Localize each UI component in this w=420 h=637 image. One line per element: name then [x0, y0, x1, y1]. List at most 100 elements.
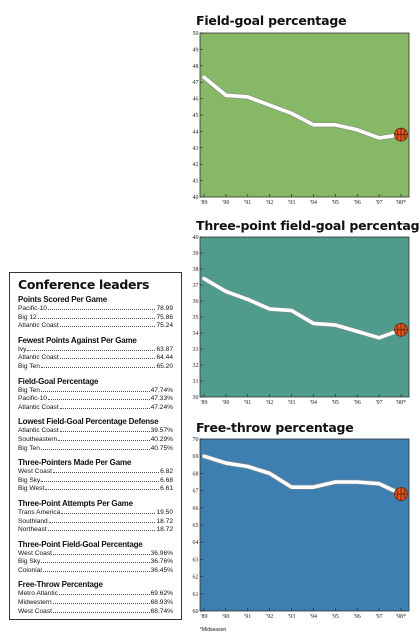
y-tick-label: 33 [193, 347, 199, 353]
leader-category-title: Three-Point Attempts Per Game [18, 498, 133, 508]
leader-category: Lowest Field-Goal Percentage Defense Atla… [18, 417, 173, 453]
leader-value: 18.72 [156, 517, 173, 525]
conference-leaders-box: Conference leaders Points Scored Per Gam… [9, 272, 182, 620]
x-tick-label: '91 [244, 400, 251, 406]
y-tick-label: 39 [193, 251, 199, 257]
leader-category: Three-Pointers Made Per Game West Coast 6.… [18, 458, 173, 494]
leader-value: 78.99 [156, 305, 173, 312]
y-tick-label: 65 [193, 523, 199, 529]
x-tick-label: '95 [332, 400, 339, 406]
leader-category: Three-Point Attempts Per Game Trans Ameri… [18, 499, 173, 535]
leader-dot-leader [58, 439, 150, 441]
leader-dot-leader [61, 512, 156, 514]
leader-value: 63.87 [156, 345, 173, 353]
x-tick-label: '95 [332, 200, 339, 206]
leader-conference-name: Midwestern [18, 599, 52, 607]
leader-value: 40.75% [150, 444, 173, 452]
y-tick-label: 38 [193, 267, 199, 273]
chart-title-three-point: Three-point field-goal percentage [196, 218, 420, 233]
basketball-seams [394, 323, 408, 337]
basketball-seams [394, 128, 408, 142]
leader-row: Big Ten 47.74% [18, 387, 173, 396]
basketball-seams [394, 487, 408, 501]
leader-value: 39.57% [150, 427, 173, 435]
y-tick-label: 60 [193, 609, 199, 615]
leader-value: 47.24% [150, 403, 173, 411]
leader-dot-leader [41, 561, 150, 564]
x-tick-label: '90 [222, 614, 229, 620]
x-tick-label: '91 [244, 614, 251, 620]
series-line [202, 454, 403, 496]
leader-value: 75.24 [156, 322, 173, 330]
leader-row: West Coast 6.82 [18, 468, 173, 477]
x-tick-label: '92 [266, 400, 273, 406]
leader-category-title: Three-Pointers Made Per Game [18, 458, 132, 468]
y-tick-label: 45 [193, 113, 199, 119]
leader-category: Fewest Points Against Per Game Ivy 63.87 At… [18, 336, 173, 372]
y-tick-label: 64 [193, 540, 199, 546]
leader-category-title: Three-Point Field-Goal Percentage [18, 539, 143, 549]
leader-dot-leader [59, 357, 156, 360]
leader-conference-name: Big Ten [18, 444, 40, 452]
leader-row: Southland 18.72 [18, 518, 173, 527]
leader-value: 64.44 [156, 354, 173, 362]
leader-value: 36.96% [150, 549, 173, 557]
leader-conference-name: Big Sky [18, 476, 41, 484]
leader-value: 36.45% [150, 566, 173, 574]
x-tick-label: '95 [332, 614, 339, 620]
x-tick-label: '94 [310, 614, 317, 620]
y-tick-label: 44 [193, 129, 199, 135]
x-tick-label: '90 [222, 200, 229, 206]
leader-row: Atlantic Coast 47.24% [18, 404, 173, 413]
leader-row: West Coast 36.96% [18, 550, 173, 559]
leader-value: 47.33% [150, 395, 173, 403]
leader-category: Points Scored Per Game Pacific-10 78.99 Big… [18, 295, 173, 331]
x-tick-label: '94 [310, 200, 317, 206]
y-tick-label: 32 [193, 363, 199, 369]
leader-row: Big Ten 65.20 [18, 363, 173, 372]
leader-dot-leader [41, 480, 160, 482]
leader-dot-leader [40, 390, 150, 392]
leader-row: Midwestern 68.93% [18, 599, 173, 608]
leader-row: Big 12 75.86 [18, 314, 173, 323]
leader-conference-name: Southeastern [18, 435, 58, 443]
leader-dot-leader [47, 529, 156, 532]
conference-leaders-title: Conference leaders [18, 277, 150, 292]
leader-conference-name: Big 12 [18, 313, 37, 321]
leader-conference-name: Big Ten [18, 362, 40, 370]
leader-conference-name: Pacific-10 [18, 305, 47, 312]
leader-dot-leader [27, 349, 156, 351]
y-tick-label: 30 [193, 395, 199, 401]
leader-value: 68.74% [150, 607, 173, 615]
leader-row: Metro Atlantic 69.62% [18, 590, 173, 599]
leader-conference-name: West Coast [18, 468, 52, 476]
leader-row: Pacific-10 47.33% [18, 395, 173, 404]
y-tick-label: 47 [193, 80, 199, 86]
leader-dot-leader [45, 488, 160, 491]
series-line [202, 75, 403, 140]
leader-conference-name: Pacific-10 [18, 395, 47, 403]
field-goal-chart: 40 41 42 43 44 45 46 47 48 49 50 '89 '90 '91 '92 '93 '94… [193, 31, 410, 206]
leader-dot-leader [40, 448, 150, 450]
leader-conference-name: Big Ten [18, 386, 40, 394]
x-tick-label: '89 [200, 614, 207, 620]
leader-dot-leader [52, 611, 150, 613]
plot-area [199, 32, 410, 198]
leader-category-title: Free-Throw Percentage [18, 580, 103, 590]
leader-value: 6.68 [160, 476, 173, 484]
leader-row: Ivy 63.87 [18, 346, 173, 355]
x-tick-label: '98* [396, 200, 406, 206]
leader-conference-name: Big West [18, 485, 45, 493]
x-tick-label: '98* [396, 614, 406, 620]
y-tick-label: 62 [193, 575, 199, 581]
leader-conference-name: Atlantic Coast [18, 403, 59, 411]
y-tick-label: 67 [193, 489, 199, 495]
basketball-icon [394, 487, 408, 501]
leader-conference-name: Ivy [18, 345, 27, 353]
y-tick-label: 63 [193, 557, 199, 563]
footnote: *Midseason [200, 627, 227, 633]
basketball-curves [396, 324, 406, 335]
leader-row: Atlantic Coast 39.57% [18, 427, 173, 436]
leader-dot-leader [52, 553, 150, 555]
y-tick-label: 36 [193, 299, 199, 305]
